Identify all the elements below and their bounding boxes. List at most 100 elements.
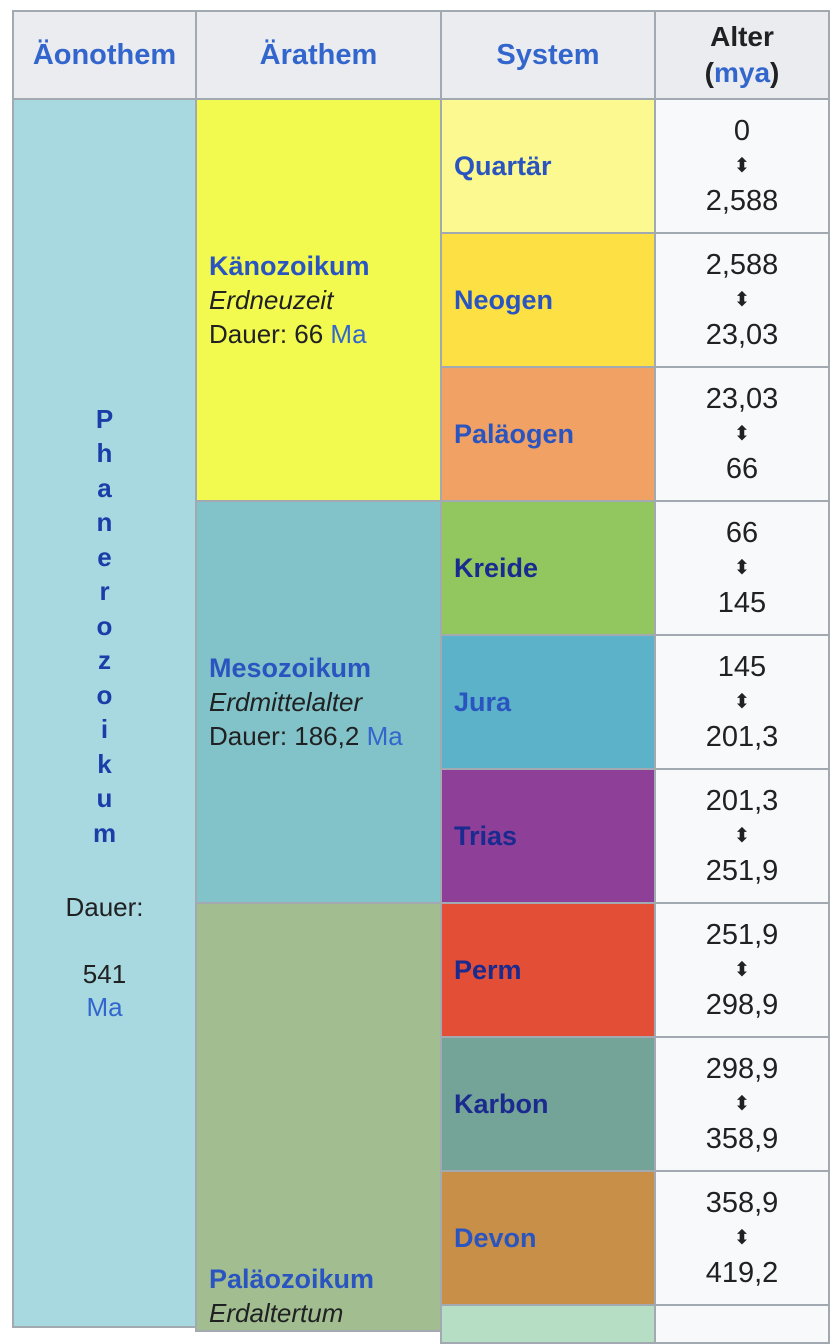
system-name-link[interactable]: Quartär xyxy=(454,150,552,181)
eon-letter[interactable]: e xyxy=(97,541,112,572)
system-name-link[interactable]: Devon xyxy=(454,1222,537,1253)
age-cell: 23,03 ⬍ 66 xyxy=(654,366,830,502)
age-from: 66 xyxy=(725,517,759,549)
era-mesozoikum: Mesozoikum Erdmittelalter Dauer: 186,2 M… xyxy=(195,500,442,904)
header-aerathem-label[interactable]: Ärathem xyxy=(259,38,378,71)
up-down-arrow-icon: ⬍ xyxy=(733,557,751,579)
age-from: 298,9 xyxy=(705,1053,779,1085)
age-cell: 251,9 ⬍ 298,9 xyxy=(654,902,830,1038)
age-from: 358,9 xyxy=(705,1187,779,1219)
era-latin-name: Erdmittelalter xyxy=(209,687,363,717)
system-cell xyxy=(440,1304,656,1344)
up-down-arrow-icon: ⬍ xyxy=(733,959,751,981)
age-cell: 358,9 ⬍ 419,2 xyxy=(654,1170,830,1306)
age-from: 23,03 xyxy=(705,383,779,415)
era-latin-name: Erdneuzeit xyxy=(209,285,334,315)
system-name-link[interactable]: Karbon xyxy=(454,1088,549,1119)
system-name-link[interactable]: Trias xyxy=(454,820,518,851)
up-down-arrow-icon: ⬍ xyxy=(733,1227,751,1249)
age-to: 419,2 xyxy=(705,1257,779,1289)
system-cell: Neogen xyxy=(440,232,656,368)
system-cell: Paläogen xyxy=(440,366,656,502)
era-kaenozoikum: Känozoikum Erdneuzeit Dauer: 66 Ma xyxy=(195,98,442,502)
system-name-link[interactable]: Kreide xyxy=(454,552,539,583)
header-aeonothem-label[interactable]: Äonothem xyxy=(32,38,177,71)
eon-letter[interactable]: z xyxy=(98,645,111,676)
age-cell: 145 ⬍ 201,3 xyxy=(654,634,830,770)
eon-dauer-unit-link[interactable]: Ma xyxy=(86,992,123,1023)
up-down-arrow-icon: ⬍ xyxy=(733,289,751,311)
header-alter-label: Alter xyxy=(710,21,774,52)
eon-letter[interactable]: n xyxy=(96,507,113,538)
header-aerathem[interactable]: Ärathem xyxy=(195,10,442,100)
age-cell: 2,588 ⬍ 23,03 xyxy=(654,232,830,368)
age-to: 2,588 xyxy=(705,185,779,217)
age-cell: 66 ⬍ 145 xyxy=(654,500,830,636)
eon-letter[interactable]: h xyxy=(96,438,113,469)
age-from: 251,9 xyxy=(705,919,779,951)
system-cell: Karbon xyxy=(440,1036,656,1172)
era-dauer: Dauer: 66 Ma xyxy=(209,317,440,351)
header-alter-unit: (mya) xyxy=(705,55,780,91)
up-down-arrow-icon: ⬍ xyxy=(733,825,751,847)
era-latin-name: Erdaltertum xyxy=(209,1298,344,1328)
paren-open: ( xyxy=(704,57,714,88)
system-cell: Trias xyxy=(440,768,656,904)
system-cell: Perm xyxy=(440,902,656,1038)
age-to: 23,03 xyxy=(705,319,779,351)
eon-letter[interactable]: P xyxy=(95,403,114,434)
paren-close: ) xyxy=(770,57,780,88)
era-name-link[interactable]: Känozoikum xyxy=(209,251,370,281)
age-to: 145 xyxy=(717,587,767,619)
eon-letter[interactable]: a xyxy=(97,472,112,503)
age-from: 0 xyxy=(733,115,751,147)
age-to: 251,9 xyxy=(705,855,779,887)
eon-dauer-value: 541 xyxy=(82,959,127,990)
age-from: 145 xyxy=(717,651,767,683)
eon-letter[interactable]: o xyxy=(96,679,113,710)
up-down-arrow-icon: ⬍ xyxy=(733,691,751,713)
age-cell: 0 ⬍ 2,588 xyxy=(654,98,830,234)
age-to: 201,3 xyxy=(705,721,779,753)
era-dauer-unit-link[interactable]: Ma xyxy=(366,721,403,751)
system-cell: Jura xyxy=(440,634,656,770)
header-alter: Alter (mya) xyxy=(654,10,830,100)
era-palaeozoikum: Paläozoikum Erdaltertum xyxy=(195,902,442,1332)
system-cell: Quartär xyxy=(440,98,656,234)
system-name-link[interactable]: Jura xyxy=(454,686,512,717)
era-dauer: Dauer: 186,2 Ma xyxy=(209,719,440,753)
mya-link[interactable]: mya xyxy=(713,57,771,88)
eon-letter[interactable]: u xyxy=(96,783,113,814)
eon-letter[interactable]: i xyxy=(100,714,109,745)
age-cell: 298,9 ⬍ 358,9 xyxy=(654,1036,830,1172)
era-name-link[interactable]: Paläozoikum xyxy=(209,1264,375,1294)
up-down-arrow-icon: ⬍ xyxy=(733,155,751,177)
eon-letter[interactable]: o xyxy=(96,610,113,641)
eon-letter[interactable]: r xyxy=(99,576,110,607)
header-system[interactable]: System xyxy=(440,10,656,100)
system-name-link[interactable]: Neogen xyxy=(454,284,554,315)
era-dauer-label: Dauer: 66 xyxy=(209,319,324,349)
age-to: 358,9 xyxy=(705,1123,779,1155)
system-name-link[interactable]: Perm xyxy=(454,954,522,985)
system-cell: Devon xyxy=(440,1170,656,1306)
era-name-link[interactable]: Mesozoikum xyxy=(209,653,372,683)
age-from: 2,588 xyxy=(705,249,779,281)
eon-letter[interactable]: k xyxy=(97,748,112,779)
header-aeonothem[interactable]: Äonothem xyxy=(12,10,197,100)
eon-dauer-label: Dauer: xyxy=(65,892,144,923)
system-cell: Kreide xyxy=(440,500,656,636)
age-to: 66 xyxy=(725,453,759,485)
age-from: 201,3 xyxy=(705,785,779,817)
system-name-link[interactable]: Paläogen xyxy=(454,418,575,449)
eon-letter[interactable]: m xyxy=(92,817,117,848)
age-cell xyxy=(654,1304,830,1344)
up-down-arrow-icon: ⬍ xyxy=(733,1093,751,1115)
age-cell: 201,3 ⬍ 251,9 xyxy=(654,768,830,904)
header-system-label[interactable]: System xyxy=(496,38,600,71)
era-dauer-label: Dauer: 186,2 xyxy=(209,721,360,751)
age-to: 298,9 xyxy=(705,989,779,1021)
era-dauer-unit-link[interactable]: Ma xyxy=(330,319,367,349)
